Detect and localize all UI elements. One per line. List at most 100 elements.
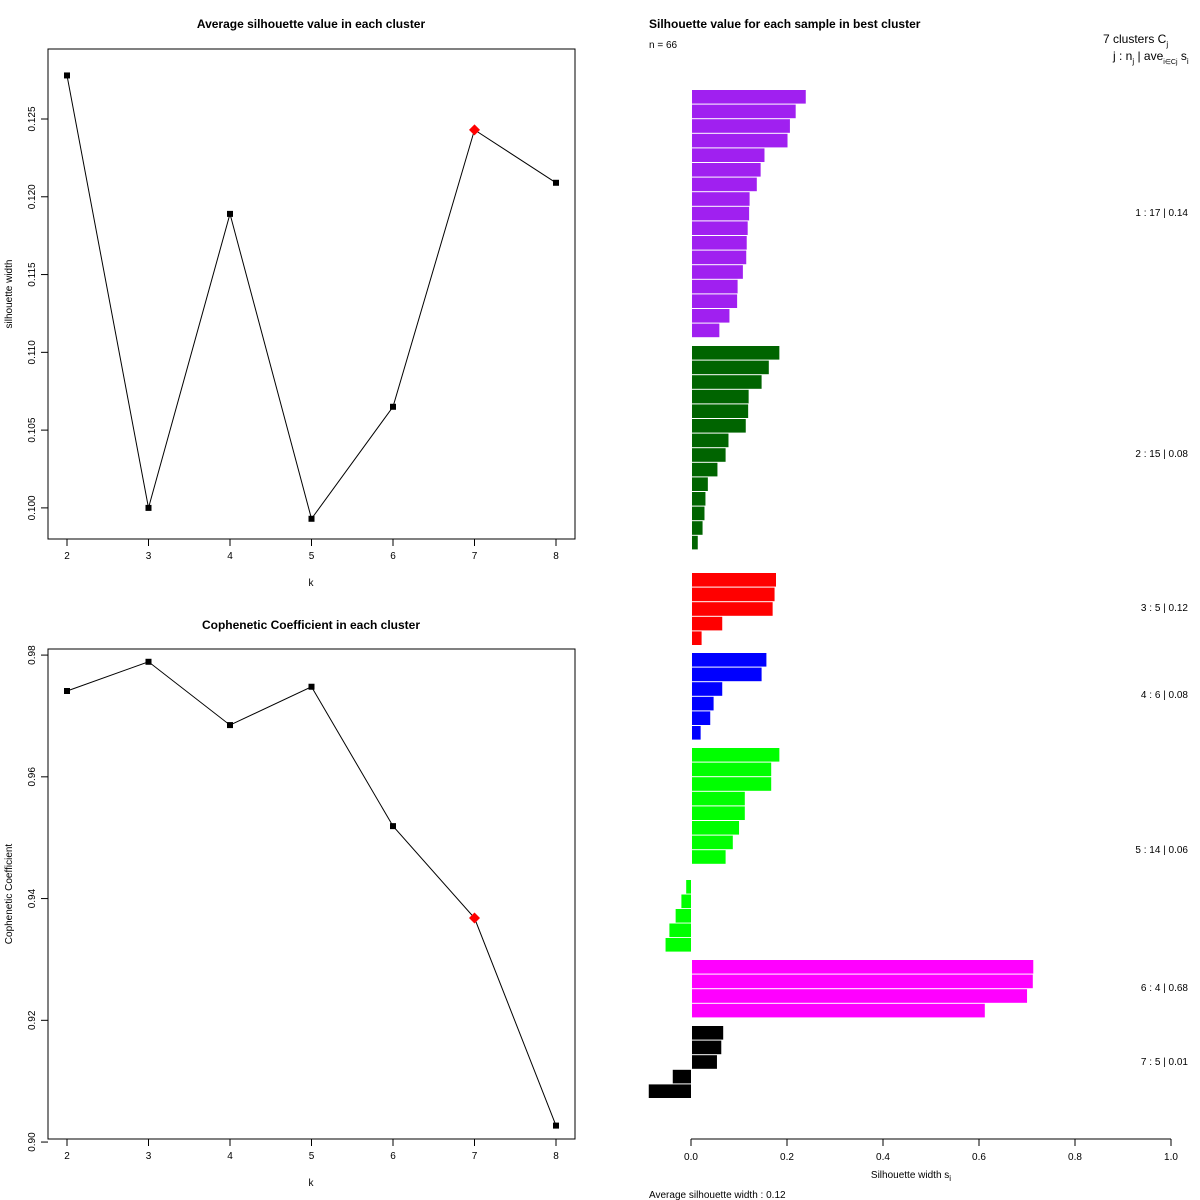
x-tick-label: 2: [64, 1151, 70, 1162]
silhouette-bar: [692, 309, 730, 323]
silhouette-bar: [692, 602, 773, 616]
silhouette-bar: [692, 535, 698, 550]
y-tick-label: 0.110: [27, 340, 38, 365]
cluster-label: 1 : 17 | 0.14: [1135, 208, 1188, 219]
silhouette-bar: [692, 726, 701, 740]
y-tick-label: 0.120: [27, 184, 38, 209]
cluster-label: 5 : 14 | 0.06: [1135, 845, 1188, 856]
x-tick-label: 5: [309, 551, 315, 562]
silhouette-bar: [681, 894, 691, 909]
x-axis-label: Silhouette width si: [871, 1170, 951, 1183]
silhouette-bar: [692, 148, 765, 162]
silhouette-bar: [692, 587, 775, 602]
silhouette-bar: [692, 360, 769, 375]
cluster-label: 4 : 6 | 0.08: [1141, 690, 1189, 701]
data-point: [227, 722, 233, 729]
silhouette-bar: [692, 653, 767, 667]
silhouette-bar: [692, 163, 761, 177]
silhouette-bar: [692, 221, 748, 235]
silhouette-bar: [692, 1003, 985, 1018]
x-tick-label: 0.2: [780, 1152, 794, 1163]
x-axis-label: k: [309, 578, 315, 589]
legend-header: j : nj | avei∈Cj si: [1112, 49, 1189, 66]
cluster-label: 2 : 15 | 0.08: [1135, 449, 1188, 460]
x-tick-label: 6: [390, 1151, 396, 1162]
silhouette-bar: [692, 477, 708, 491]
silhouette-bar: [672, 1069, 691, 1084]
silhouette-bar: [692, 346, 780, 360]
cluster-label: 6 : 4 | 0.68: [1141, 983, 1189, 994]
silhouette-bar: [692, 389, 749, 404]
y-tick-label: 0.96: [27, 767, 38, 787]
silhouette-bar: [692, 711, 711, 725]
silhouette-bar: [692, 90, 806, 104]
silhouette-bar: [692, 682, 723, 696]
y-tick-label: 0.94: [27, 888, 38, 908]
y-axis-label: Cophenetic Coefficient: [4, 844, 15, 945]
silhouette-bar: [692, 696, 714, 711]
silhouette-bar: [692, 192, 750, 206]
silhouette-bar: [692, 1055, 717, 1069]
average-silhouette-width: Average silhouette width : 0.12: [649, 1190, 786, 1200]
silhouette-bar: [692, 777, 772, 791]
x-tick-label: 0.0: [684, 1152, 698, 1163]
y-tick-label: 0.105: [27, 417, 38, 442]
silhouette-bar: [692, 133, 788, 148]
silhouette-bar: [692, 419, 746, 433]
y-tick-label: 0.125: [27, 106, 38, 131]
data-point: [553, 179, 559, 186]
x-tick-label: 4: [227, 1151, 233, 1162]
silhouette-bar: [692, 294, 738, 308]
data-point: [390, 403, 396, 410]
silhouette-bar: [692, 791, 745, 806]
x-tick-label: 8: [553, 1151, 559, 1162]
cophenetic-chart: Cophenetic Coefficient in each cluster 2…: [4, 618, 576, 1189]
x-tick-label: 0.4: [876, 1152, 890, 1163]
silhouette-bar: [692, 974, 1033, 989]
silhouette-bar: [675, 909, 691, 923]
silhouette-bar: [692, 404, 749, 418]
silhouette-bar: [692, 667, 762, 682]
silhouette-bar: [692, 492, 706, 506]
silhouette-bar: [692, 104, 796, 119]
x-axis-label: k: [309, 1178, 315, 1189]
x-tick-label: 5: [309, 1151, 315, 1162]
silhouette-bar: [692, 506, 705, 521]
silhouette-bar: [692, 1040, 722, 1055]
silhouette-bar: [692, 462, 718, 477]
silhouette-bar-chart: Silhouette value for each sample in best…: [648, 17, 1189, 1200]
silhouette-bar: [692, 748, 780, 762]
silhouette-bar: [692, 119, 790, 133]
y-tick-label: 0.90: [27, 1132, 38, 1152]
silhouette-bar: [692, 573, 776, 587]
data-point: [145, 658, 152, 665]
x-tick-label: 1.0: [1164, 1152, 1178, 1163]
x-tick-label: 0.6: [972, 1152, 986, 1163]
silhouette-bar: [692, 265, 743, 279]
silhouette-bar: [692, 177, 757, 192]
avg-silhouette-chart: Average silhouette value in each cluster…: [4, 17, 576, 589]
data-point: [227, 210, 233, 217]
silhouette-bar: [692, 206, 750, 221]
silhouette-bar: [692, 1026, 724, 1040]
silhouette-bar: [692, 835, 733, 850]
x-tick-label: 7: [472, 551, 478, 562]
silhouette-bar: [692, 762, 772, 777]
x-tick-label: 0.8: [1068, 1152, 1082, 1163]
silhouette-bar: [692, 236, 747, 250]
silhouette-bar: [692, 448, 726, 462]
x-tick-label: 4: [227, 551, 233, 562]
silhouette-bar: [692, 631, 702, 645]
data-point: [390, 823, 396, 830]
chart-title: Cophenetic Coefficient in each cluster: [202, 618, 420, 632]
x-tick-label: 7: [472, 1151, 478, 1162]
x-tick-label: 2: [64, 551, 70, 562]
silhouette-bar: [686, 880, 691, 894]
silhouette-bar: [692, 323, 720, 338]
y-tick-label: 0.100: [27, 495, 38, 520]
legend-title: 7 clusters Cj: [1103, 32, 1168, 49]
silhouette-bar: [692, 821, 740, 835]
silhouette-bar: [692, 850, 726, 864]
silhouette-bar: [665, 938, 691, 952]
data-point: [308, 515, 315, 522]
